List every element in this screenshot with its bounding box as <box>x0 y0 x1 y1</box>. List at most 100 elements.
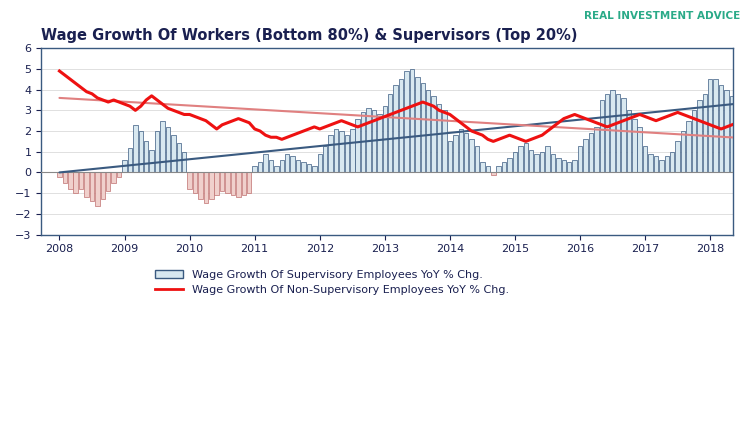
Bar <box>567 162 571 172</box>
Bar <box>627 111 631 172</box>
Bar <box>480 162 485 172</box>
Bar <box>269 160 273 172</box>
Bar <box>687 121 690 172</box>
Bar <box>735 102 740 172</box>
Bar <box>155 131 159 172</box>
Bar <box>654 156 658 172</box>
Bar <box>203 172 208 203</box>
Bar <box>225 172 230 193</box>
Bar <box>275 166 278 172</box>
Bar <box>622 98 625 172</box>
Bar <box>383 106 387 172</box>
Bar <box>491 172 495 175</box>
Bar <box>323 145 328 172</box>
Bar <box>372 111 376 172</box>
Bar <box>63 172 67 183</box>
Bar <box>605 94 610 172</box>
Bar <box>307 164 311 172</box>
Bar <box>399 79 403 172</box>
Bar <box>616 94 620 172</box>
Bar <box>594 127 598 172</box>
Bar <box>138 131 143 172</box>
Bar <box>437 104 441 172</box>
Bar <box>285 154 289 172</box>
Bar <box>128 147 132 172</box>
Bar <box>714 79 718 172</box>
Bar <box>405 71 408 172</box>
Bar <box>545 145 550 172</box>
Bar <box>95 172 99 206</box>
Bar <box>73 172 78 193</box>
Bar <box>670 152 675 172</box>
Bar <box>459 129 463 172</box>
Bar <box>144 141 148 172</box>
Bar <box>253 166 257 172</box>
Bar <box>702 94 707 172</box>
Bar <box>177 144 181 172</box>
Bar <box>600 100 604 172</box>
Bar <box>583 139 588 172</box>
Bar <box>557 158 560 172</box>
Bar <box>540 152 545 172</box>
Bar <box>719 86 723 172</box>
Bar <box>426 89 430 172</box>
Bar <box>318 154 322 172</box>
Bar <box>361 112 365 172</box>
Bar <box>649 154 653 172</box>
Bar <box>589 133 593 172</box>
Bar <box>57 172 61 177</box>
Bar <box>182 152 186 172</box>
Bar <box>551 154 555 172</box>
Bar <box>708 79 712 172</box>
Bar <box>442 111 447 172</box>
Bar <box>198 172 203 200</box>
Bar <box>79 172 83 189</box>
Bar <box>578 145 582 172</box>
Bar <box>188 172 191 189</box>
Bar <box>312 166 316 172</box>
Bar <box>350 129 355 172</box>
Bar <box>746 111 748 172</box>
Bar <box>193 172 197 193</box>
Bar <box>448 141 452 172</box>
Bar <box>432 96 436 172</box>
Bar <box>258 162 263 172</box>
Bar <box>410 69 414 172</box>
Bar <box>220 172 224 191</box>
Bar <box>171 135 176 172</box>
Bar <box>334 129 338 172</box>
Bar <box>117 172 121 177</box>
Bar <box>111 172 116 183</box>
Bar <box>665 156 669 172</box>
Bar <box>280 160 284 172</box>
Bar <box>562 160 566 172</box>
Bar <box>470 139 473 172</box>
Bar <box>231 172 235 195</box>
Bar <box>659 160 663 172</box>
Bar <box>632 119 637 172</box>
Bar <box>123 160 126 172</box>
Bar <box>518 145 523 172</box>
Bar <box>415 77 420 172</box>
Bar <box>507 158 512 172</box>
Bar <box>215 172 219 195</box>
Bar <box>247 172 251 193</box>
Bar <box>464 133 468 172</box>
Bar <box>388 94 393 172</box>
Bar <box>497 166 501 172</box>
Bar <box>513 152 517 172</box>
Bar <box>85 172 89 197</box>
Bar <box>681 131 685 172</box>
Bar <box>209 172 213 200</box>
Bar <box>242 172 246 195</box>
Bar <box>730 96 734 172</box>
Bar <box>340 131 343 172</box>
Bar <box>724 89 729 172</box>
Bar <box>296 160 300 172</box>
Bar <box>453 135 458 172</box>
Bar <box>697 100 702 172</box>
Text: Wage Growth Of Workers (Bottom 80%) & Supervisors (Top 20%): Wage Growth Of Workers (Bottom 80%) & Su… <box>41 28 577 43</box>
Bar <box>90 172 94 201</box>
Bar <box>68 172 73 189</box>
Bar <box>377 114 381 172</box>
